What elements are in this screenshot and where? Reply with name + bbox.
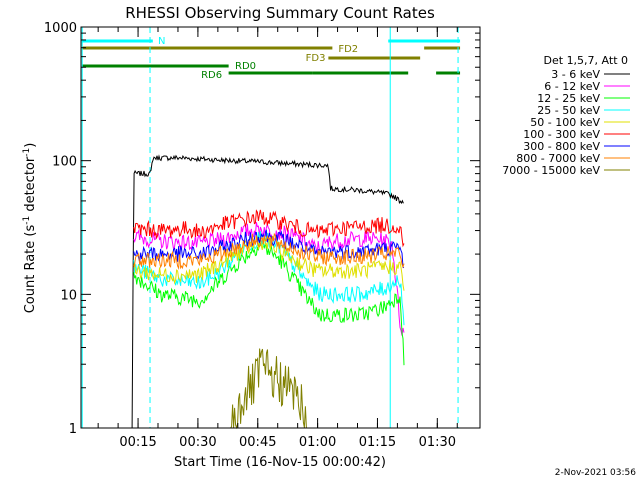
x-tick-label-1: 00:30 [179, 435, 216, 450]
flags-layer: N FD2 FD3 RD0 RD6 [82, 36, 461, 81]
legend-title: Det 1,5,7, Att 0 [544, 54, 628, 67]
series-line-2 [133, 240, 405, 366]
series-line-1 [133, 222, 405, 336]
plot-frame [80, 26, 481, 429]
series-line-0 [131, 154, 404, 428]
series-line-8 [230, 348, 309, 430]
flag-label-n: N [158, 36, 165, 47]
footer-timestamp: 2-Nov-2021 03:56 [555, 468, 637, 478]
y-axis-label-exp1: -1 [22, 216, 32, 225]
flag-label-fd3: FD3 [306, 53, 326, 64]
flag-label-fd2: FD2 [338, 44, 358, 55]
flag-label-rd0: RD0 [235, 61, 256, 72]
axis-ticks: 1 10 100 1000 00:15 00:30 00:45 01:00 01:15 01:30 [44, 21, 480, 450]
x-tick-label-4: 01:15 [359, 435, 396, 450]
x-tick-label-0: 00:15 [119, 435, 156, 450]
legend-entry-label-3: 25 - 50 keV [537, 104, 600, 117]
y-axis-label: Count Rate (s-1 detector-1) [22, 143, 38, 314]
series-line-6 [133, 229, 405, 268]
legend-entry-label-7: 800 - 7000 keV [516, 152, 600, 165]
x-tick-label-2: 00:45 [239, 435, 276, 450]
legend-entry-label-2: 12 - 25 keV [537, 92, 600, 105]
x-tick-label-3: 01:00 [299, 435, 336, 450]
vertical-markers [81, 27, 459, 428]
y-tick-label-2: 100 [52, 155, 77, 170]
y-tick-label-0: 1 [69, 422, 77, 437]
legend-entry-label-4: 50 - 100 keV [530, 116, 600, 129]
y-axis-label-mid: detector [23, 156, 38, 216]
y-axis-label-end: ) [23, 143, 38, 148]
legend-entry-label-5: 100 - 300 keV [523, 128, 600, 141]
series-line-5 [133, 209, 405, 248]
legend-entry-label-6: 300 - 800 keV [523, 140, 600, 153]
y-axis-label-main: Count Rate (s [23, 225, 38, 314]
series-line-7 [133, 232, 405, 271]
x-tick-label-5: 01:30 [419, 435, 456, 450]
y-axis-label-exp2: -1 [22, 148, 32, 157]
flag-label-rd6: RD6 [201, 70, 222, 81]
x-axis-label: Start Time (16-Nov-15 00:00:42) [174, 455, 386, 470]
legend-entry-label-0: 3 - 6 keV [551, 68, 600, 81]
y-tick-label-1: 10 [60, 288, 77, 303]
legend-entry-label-8: 7000 - 15000 keV [502, 164, 600, 177]
legend-entry-label-1: 6 - 12 keV [544, 80, 600, 93]
chart-title: RHESSI Observing Summary Count Rates [125, 4, 435, 22]
y-tick-label-3: 1000 [44, 21, 77, 36]
series-layer [131, 154, 405, 430]
